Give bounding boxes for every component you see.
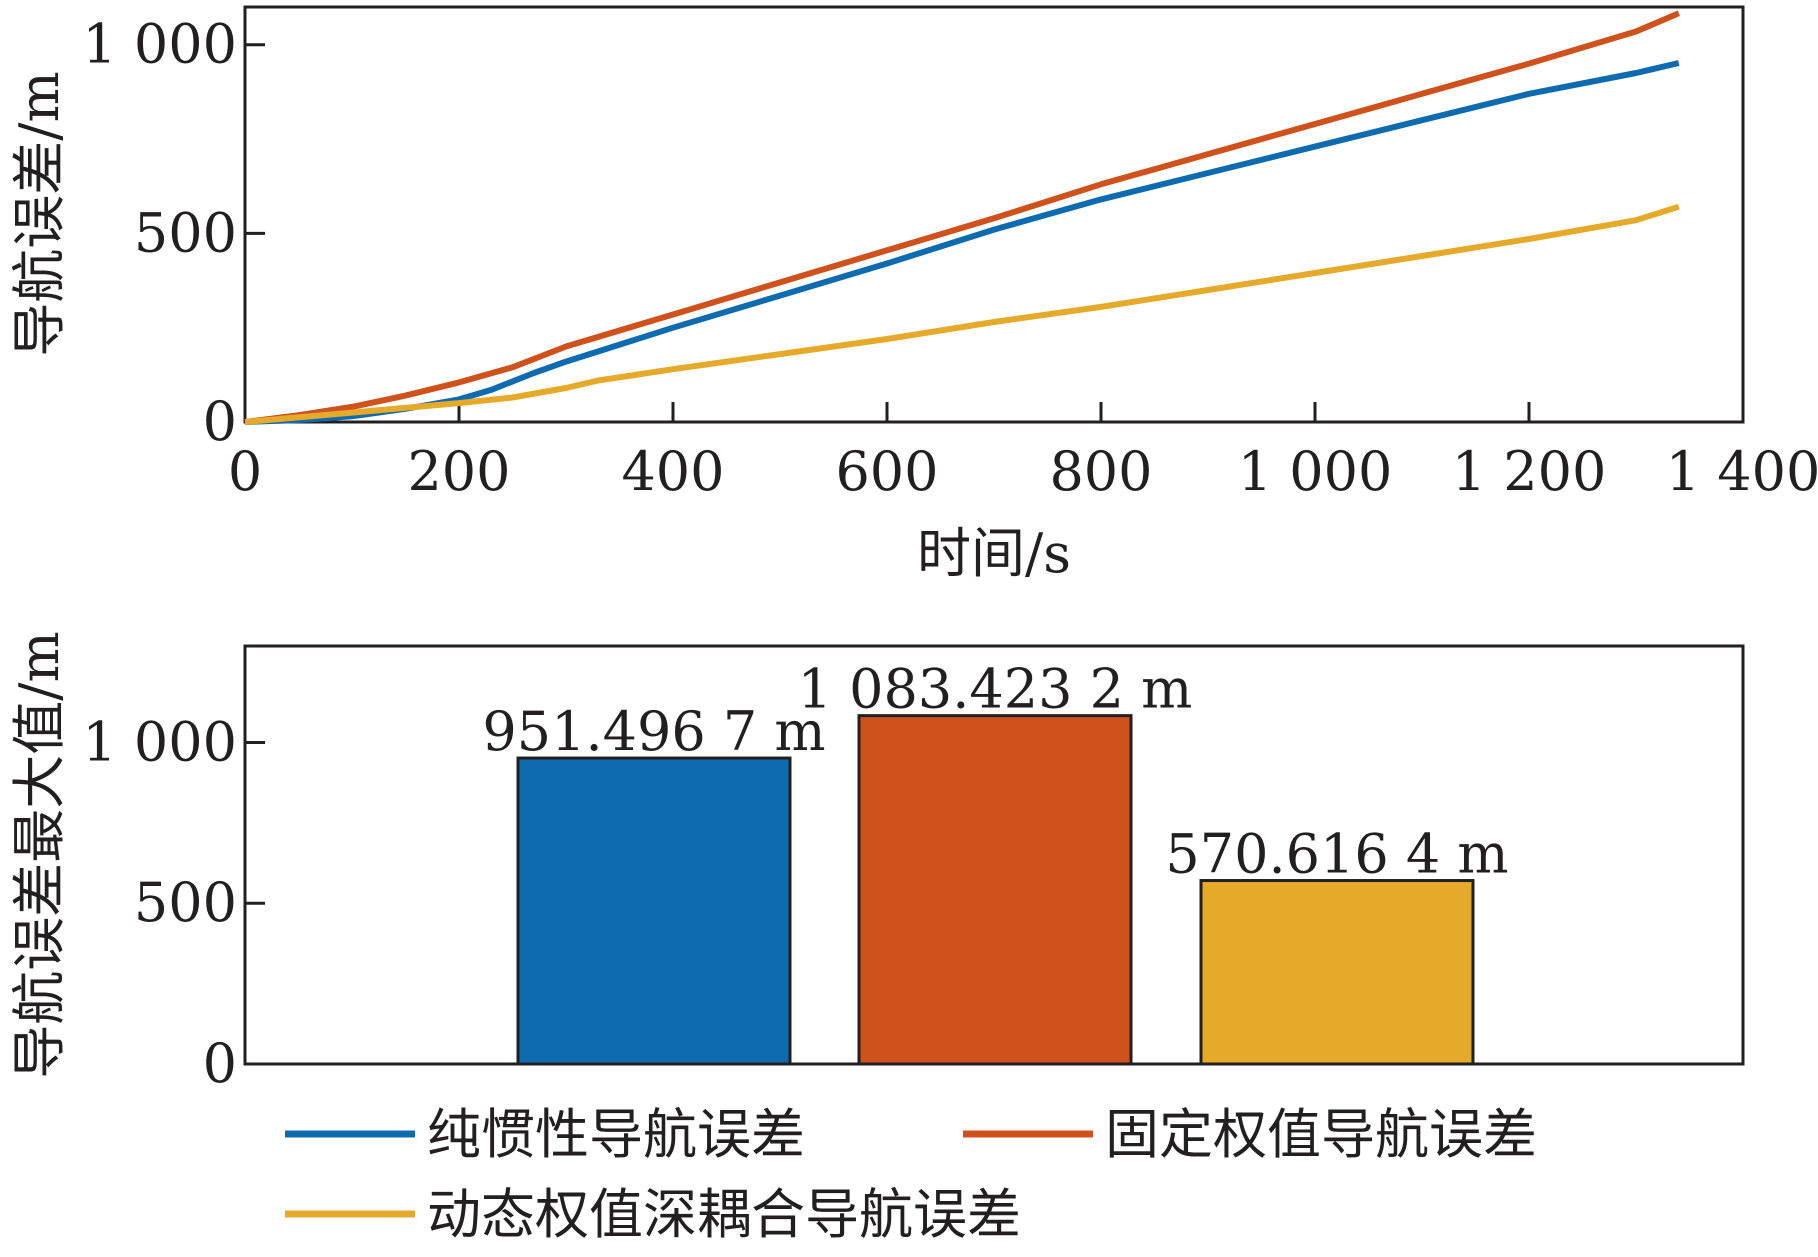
bar-y-ticks: 0 500 1 000 <box>82 710 265 1095</box>
line-y-axis-label: 导航误差/m <box>8 71 71 356</box>
legend-item-1: 纯惯性导航误差 <box>285 1103 805 1166</box>
bar-value-label: 570.616 4 m <box>1165 823 1508 886</box>
y-tick-label: 500 <box>134 201 237 264</box>
x-tick-label: 400 <box>621 440 724 503</box>
bar-y-tick-label: 0 <box>203 1032 237 1095</box>
x-tick-label: 1 400 <box>1666 440 1818 503</box>
legend-label: 纯惯性导航误差 <box>427 1103 805 1166</box>
bars: 951.496 7 m1 083.423 2 m 570.616 4 m <box>482 658 1509 1066</box>
x-tick-label: 800 <box>1049 440 1152 503</box>
line-x-ticks: 0 200 400 600 800 1 000 1 200 1 400 <box>228 402 1818 503</box>
line-series-3 <box>244 203 1680 425</box>
line-series <box>244 10 1680 425</box>
bar-1 <box>516 756 792 1066</box>
line-x-axis-label: 时间/s <box>917 522 1071 585</box>
y-tick-label: 1 000 <box>82 13 237 76</box>
line-y-ticks: 0 500 1 000 <box>82 13 265 453</box>
bar-y-tick-label: 1 000 <box>82 710 237 773</box>
legend-item-3: 动态权值深耦合导航误差 <box>285 1183 1021 1246</box>
x-tick-label: 0 <box>228 440 262 503</box>
bar-2 <box>857 714 1133 1066</box>
line-series-2 <box>244 10 1680 425</box>
line-chart-frame <box>243 5 1745 424</box>
bar-chart: 0 500 1 000 951.496 7 m1 083.423 2 m 570.61… <box>8 631 1745 1095</box>
legend-item-2: 固定权值导航误差 <box>963 1103 1537 1166</box>
x-tick-label: 1 200 <box>1452 440 1607 503</box>
y-tick-label: 0 <box>203 390 237 453</box>
legend-label: 动态权值深耦合导航误差 <box>427 1183 1021 1246</box>
line-series-1 <box>244 60 1680 425</box>
x-tick-label: 1 000 <box>1238 440 1393 503</box>
legend-label: 固定权值导航误差 <box>1105 1103 1537 1166</box>
bar-3 <box>1199 879 1475 1066</box>
line-chart: 0 200 400 600 800 1 000 1 200 1 400 0 500 1 000 时… <box>8 5 1818 585</box>
bar-y-axis-label: 导航误差最大值/m <box>8 631 71 1078</box>
x-tick-label: 600 <box>835 440 938 503</box>
x-tick-label: 200 <box>407 440 510 503</box>
bar-value-label: 1 083.423 2 m <box>798 658 1193 721</box>
bar-value-label: 951.496 7 m <box>482 700 825 763</box>
bar-y-tick-label: 500 <box>134 871 237 934</box>
